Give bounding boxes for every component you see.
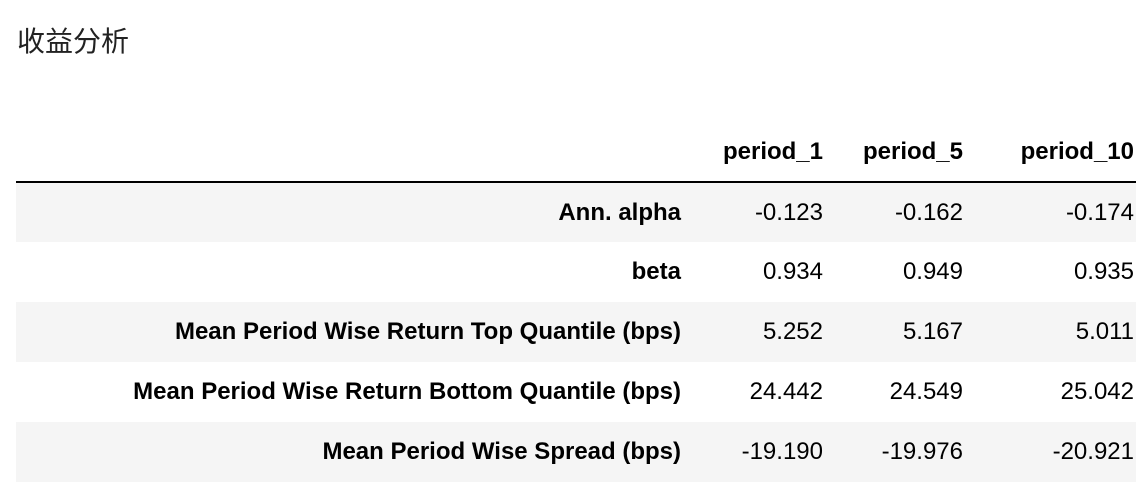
row-label-beta: beta <box>631 258 681 285</box>
table-row: beta 0.934 0.949 0.935 <box>16 242 1136 302</box>
column-header-period-10: period_10 <box>977 122 1136 183</box>
table-row: Mean Period Wise Spread (bps) -19.190 -1… <box>16 422 1136 482</box>
table-cell: 0.935 <box>1073 258 1134 285</box>
row-label-bottom-quantile: Mean Period Wise Return Bottom Quantile … <box>133 378 681 405</box>
table-cell: 24.442 <box>749 378 823 405</box>
table-cell: 5.167 <box>902 318 963 345</box>
table-cell: 24.549 <box>889 378 963 405</box>
returns-table-container: period_1 period_5 period_10 Ann. alpha -… <box>16 122 1136 482</box>
table-row: Ann. alpha -0.123 -0.162 -0.174 <box>16 182 1136 242</box>
table-cell: 5.252 <box>762 318 823 345</box>
column-header-period-1: period_1 <box>685 122 831 183</box>
row-label-top-quantile: Mean Period Wise Return Top Quantile (bp… <box>174 318 681 345</box>
table-cell: 0.949 <box>902 258 963 285</box>
row-label-ann-alpha: Ann. alpha <box>558 198 681 226</box>
table-row: Mean Period Wise Return Bottom Quantile … <box>16 362 1136 422</box>
table-cell: -19.190 <box>741 438 823 465</box>
table-cell: -0.123 <box>754 198 823 226</box>
table-cell: -19.976 <box>881 438 963 465</box>
column-header-period-5: period_5 <box>831 122 977 183</box>
header-corner-cell <box>16 122 685 183</box>
returns-analysis-table: period_1 period_5 period_10 Ann. alpha -… <box>16 122 1136 482</box>
row-label-spread: Mean Period Wise Spread (bps) <box>322 438 681 465</box>
table-cell: -0.162 <box>894 198 963 226</box>
table-cell: -20.921 <box>1052 438 1134 465</box>
table-row: Mean Period Wise Return Top Quantile (bp… <box>16 302 1136 362</box>
table-cell: 25.042 <box>1060 378 1134 405</box>
header-row: period_1 period_5 period_10 <box>16 122 1136 183</box>
table-cell: -0.174 <box>1065 198 1134 226</box>
table-cell: 5.011 <box>1075 318 1134 345</box>
table-body: Ann. alpha -0.123 -0.162 -0.174 beta 0.9… <box>16 182 1136 482</box>
table-cell: 0.934 <box>762 258 823 285</box>
table-header: period_1 period_5 period_10 <box>16 122 1136 183</box>
page-title: 收益分析 <box>17 25 130 58</box>
